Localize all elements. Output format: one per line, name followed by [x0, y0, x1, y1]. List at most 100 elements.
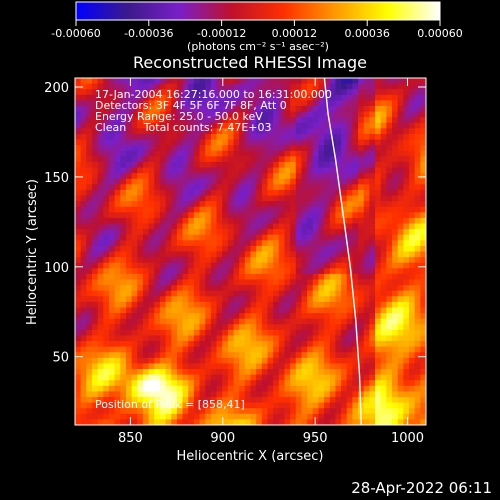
heatmap-cell	[210, 89, 217, 96]
heatmap-cell	[363, 279, 370, 286]
heatmap-cell	[216, 245, 223, 252]
heatmap-cell	[403, 89, 410, 96]
heatmap-cell	[273, 357, 280, 364]
heatmap-cell	[290, 346, 297, 353]
heatmap-cell	[346, 223, 353, 230]
heatmap-cell	[341, 380, 348, 387]
heatmap-cell	[386, 273, 393, 280]
heatmap-cell	[182, 167, 189, 174]
heatmap-cell	[148, 173, 155, 180]
heatmap-cell	[80, 268, 87, 275]
heatmap-cell	[148, 240, 155, 247]
heatmap-cell	[148, 150, 155, 157]
heatmap-cell	[375, 173, 382, 180]
heatmap-cell	[267, 150, 274, 157]
heatmap-cell	[414, 363, 421, 370]
heatmap-cell	[108, 150, 116, 157]
heatmap-cell	[108, 167, 116, 174]
heatmap-cell	[137, 240, 144, 247]
heatmap-cell	[369, 206, 376, 213]
heatmap-cell	[108, 234, 116, 241]
heatmap-cell	[386, 195, 393, 202]
heatmap-cell	[335, 167, 342, 174]
heatmap-cell	[182, 128, 189, 135]
heatmap-cell	[159, 167, 166, 174]
heatmap-cell	[205, 346, 212, 353]
heatmap-cell	[397, 369, 404, 376]
heatmap-cell	[358, 369, 365, 376]
heatmap-cell	[159, 184, 166, 191]
heatmap-cell	[301, 301, 308, 308]
heatmap-cell	[324, 385, 331, 392]
heatmap-cell	[380, 279, 387, 286]
heatmap-cell	[324, 78, 331, 84]
heatmap-cell	[352, 189, 359, 196]
heatmap-cell	[324, 184, 331, 191]
heatmap-cell	[352, 391, 359, 398]
heatmap-cell	[386, 257, 393, 264]
heatmap-cell	[80, 122, 87, 129]
heatmap-cell	[261, 195, 268, 202]
heatmap-cell	[409, 78, 416, 84]
heatmap-cell	[148, 335, 155, 342]
heatmap-cell	[312, 117, 319, 124]
heatmap-cell	[301, 145, 308, 152]
heatmap-cell	[199, 150, 206, 157]
heatmap-cell	[329, 150, 336, 157]
heatmap-cell	[244, 89, 251, 96]
heatmap-cell	[335, 78, 342, 84]
heatmap-cell	[380, 206, 387, 213]
heatmap-cell	[103, 229, 110, 236]
heatmap-cell	[363, 352, 370, 359]
heatmap-cell	[205, 173, 212, 180]
heatmap-cell	[75, 346, 82, 353]
heatmap-cell	[414, 357, 421, 364]
heatmap-cell	[182, 279, 189, 286]
heatmap-cell	[329, 117, 336, 124]
heatmap-cell	[80, 262, 87, 269]
y-tick-label: 200	[44, 81, 69, 96]
heatmap-cell	[148, 178, 155, 185]
heatmap-cell	[165, 273, 172, 280]
heatmap-cell	[261, 245, 268, 252]
heatmap-cell	[301, 139, 308, 146]
heatmap-cell	[125, 145, 133, 152]
heatmap-cell	[278, 296, 285, 303]
heatmap-cell	[312, 285, 319, 292]
heatmap-cell	[329, 83, 336, 90]
heatmap-cell	[205, 178, 212, 185]
heatmap-cell	[386, 105, 393, 112]
heatmap-cell	[363, 419, 370, 425]
heatmap-cell	[358, 380, 365, 387]
heatmap-cell	[114, 363, 121, 370]
heatmap-cell	[290, 117, 297, 124]
heatmap-cell	[148, 251, 155, 258]
heatmap-cell	[244, 201, 251, 208]
heatmap-cell	[182, 402, 189, 409]
heatmap-cell	[142, 352, 149, 359]
heatmap-cell	[165, 408, 172, 415]
heatmap-cell	[222, 223, 229, 230]
heatmap-cell	[114, 173, 121, 180]
heatmap-cell	[420, 369, 426, 376]
heatmap-cell	[199, 133, 206, 140]
heatmap-cell	[227, 397, 234, 404]
heatmap-cell	[397, 173, 404, 180]
heatmap-cell	[335, 184, 342, 191]
heatmap-cell	[307, 161, 314, 168]
heatmap-cell	[216, 391, 223, 398]
heatmap-cell	[290, 128, 297, 135]
heatmap-cell	[188, 391, 195, 398]
heatmap-cell	[80, 363, 87, 370]
heatmap-cell	[227, 217, 234, 224]
heatmap-cell	[256, 245, 263, 252]
heatmap-cell	[307, 100, 314, 107]
heatmap-cell	[188, 223, 195, 230]
heatmap-cell	[380, 178, 387, 185]
heatmap-cell	[369, 313, 376, 320]
heatmap-cell	[188, 296, 195, 303]
heatmap-cell	[318, 273, 325, 280]
heatmap-cell	[341, 413, 348, 420]
heatmap-cell	[86, 268, 93, 275]
heatmap-cell	[284, 279, 291, 286]
